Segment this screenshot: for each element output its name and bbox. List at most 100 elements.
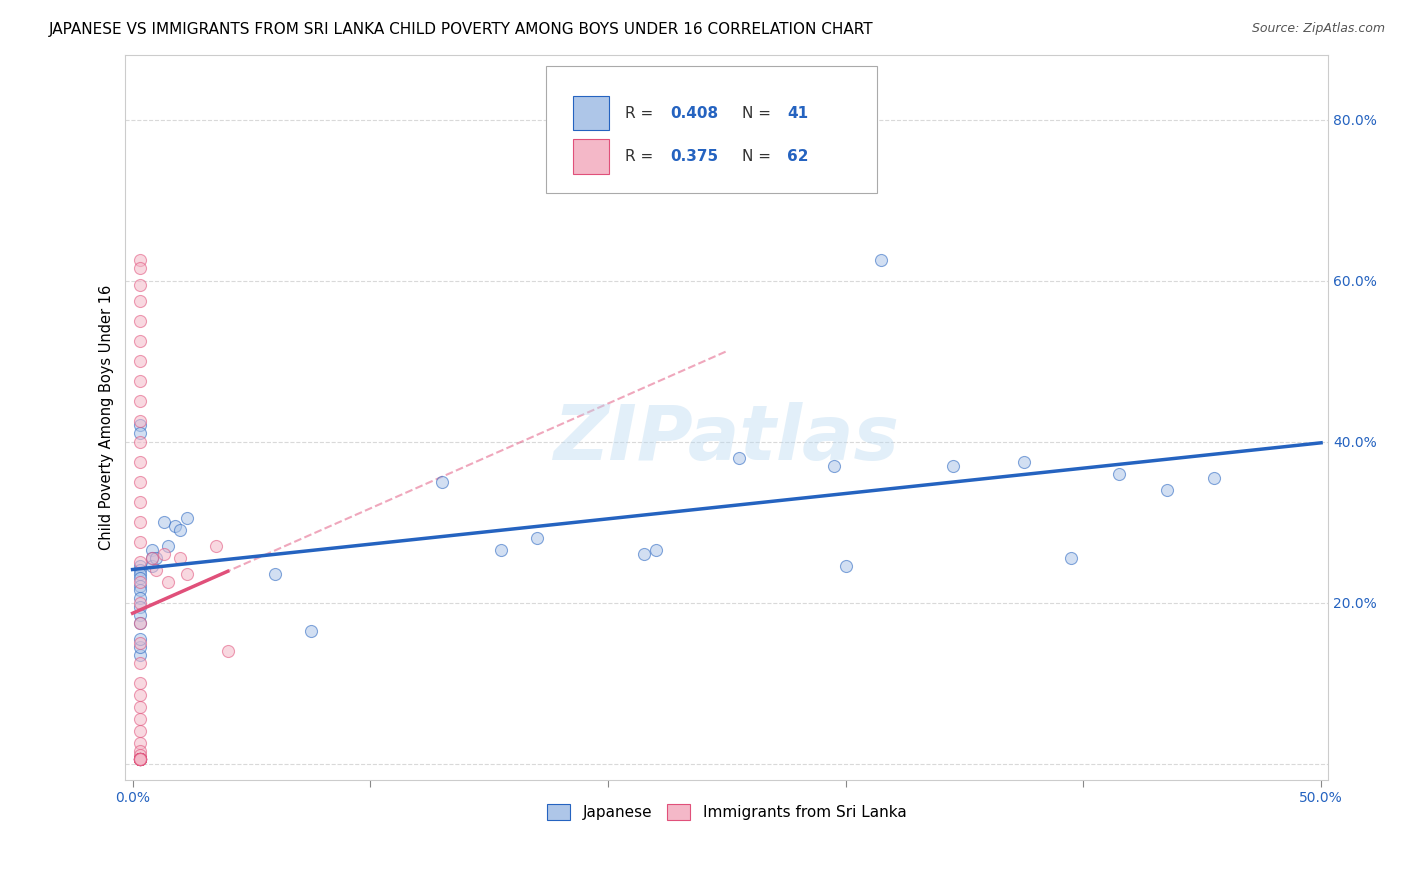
Point: [128, 571, 150, 585]
Point: [299, 624, 322, 638]
Point: [128, 752, 150, 766]
FancyBboxPatch shape: [572, 139, 609, 174]
Point: [128, 354, 150, 368]
Point: [128, 688, 150, 702]
Point: [128, 615, 150, 630]
Point: [128, 636, 150, 650]
Point: [141, 559, 163, 574]
Point: [128, 261, 150, 276]
Point: [644, 543, 666, 558]
Point: [633, 547, 655, 561]
Point: [128, 615, 150, 630]
Point: [176, 567, 198, 582]
Text: 41: 41: [787, 105, 808, 120]
FancyBboxPatch shape: [572, 95, 609, 130]
Point: [870, 253, 893, 268]
Point: [128, 752, 150, 766]
Point: [128, 599, 150, 614]
Point: [1060, 551, 1083, 566]
Point: [1012, 455, 1035, 469]
Point: [169, 551, 191, 566]
Point: [128, 426, 150, 441]
Point: [152, 515, 174, 529]
Text: 0.375: 0.375: [671, 149, 718, 164]
Text: ZIPatlas: ZIPatlas: [554, 402, 900, 476]
Point: [152, 547, 174, 561]
Point: [128, 736, 150, 750]
Point: [128, 293, 150, 308]
Point: [128, 724, 150, 739]
Point: [128, 535, 150, 549]
Point: [128, 575, 150, 590]
FancyBboxPatch shape: [547, 66, 877, 193]
Point: [823, 458, 845, 473]
Point: [128, 591, 150, 606]
Point: [128, 418, 150, 433]
Point: [727, 450, 749, 465]
Point: [128, 414, 150, 428]
Point: [141, 551, 163, 566]
Point: [128, 752, 150, 766]
Point: [157, 575, 180, 590]
Point: [145, 563, 167, 577]
Point: [489, 543, 512, 558]
Y-axis label: Child Poverty Among Boys Under 16: Child Poverty Among Boys Under 16: [100, 285, 114, 550]
Point: [1108, 467, 1130, 481]
Point: [128, 640, 150, 654]
Point: [128, 676, 150, 690]
Point: [128, 515, 150, 529]
Point: [128, 253, 150, 268]
Point: [128, 700, 150, 714]
Point: [430, 475, 453, 489]
Point: [217, 644, 239, 658]
Point: [165, 519, 187, 533]
Text: 0.408: 0.408: [671, 105, 718, 120]
Text: N =: N =: [742, 149, 776, 164]
Point: [145, 551, 167, 566]
Point: [128, 712, 150, 726]
Point: [141, 543, 163, 558]
Point: [128, 648, 150, 662]
Point: [128, 752, 150, 766]
Point: [128, 752, 150, 766]
Text: R =: R =: [624, 149, 658, 164]
Text: JAPANESE VS IMMIGRANTS FROM SRI LANKA CHILD POVERTY AMONG BOYS UNDER 16 CORRELAT: JAPANESE VS IMMIGRANTS FROM SRI LANKA CH…: [49, 22, 875, 37]
Point: [128, 752, 150, 766]
Point: [128, 374, 150, 388]
Point: [128, 752, 150, 766]
Point: [942, 458, 965, 473]
Point: [169, 523, 191, 537]
Point: [157, 539, 180, 553]
Point: [264, 567, 287, 582]
Point: [128, 595, 150, 609]
Point: [141, 551, 163, 566]
Text: N =: N =: [742, 105, 776, 120]
Point: [128, 632, 150, 646]
Text: Source: ZipAtlas.com: Source: ZipAtlas.com: [1251, 22, 1385, 36]
Point: [128, 752, 150, 766]
Point: [128, 752, 150, 766]
Point: [834, 559, 856, 574]
Point: [128, 744, 150, 758]
Point: [128, 555, 150, 569]
Point: [128, 495, 150, 509]
Point: [128, 752, 150, 766]
Point: [128, 434, 150, 449]
Point: [128, 752, 150, 766]
Point: [1156, 483, 1178, 497]
Point: [128, 752, 150, 766]
Text: 62: 62: [787, 149, 808, 164]
Point: [128, 559, 150, 574]
Point: [128, 314, 150, 328]
Point: [128, 752, 150, 766]
Point: [128, 607, 150, 622]
Point: [128, 752, 150, 766]
Point: [128, 583, 150, 598]
Point: [128, 752, 150, 766]
Point: [128, 394, 150, 409]
Text: R =: R =: [624, 105, 658, 120]
Point: [128, 567, 150, 582]
Point: [128, 455, 150, 469]
Point: [128, 277, 150, 292]
Point: [128, 563, 150, 577]
